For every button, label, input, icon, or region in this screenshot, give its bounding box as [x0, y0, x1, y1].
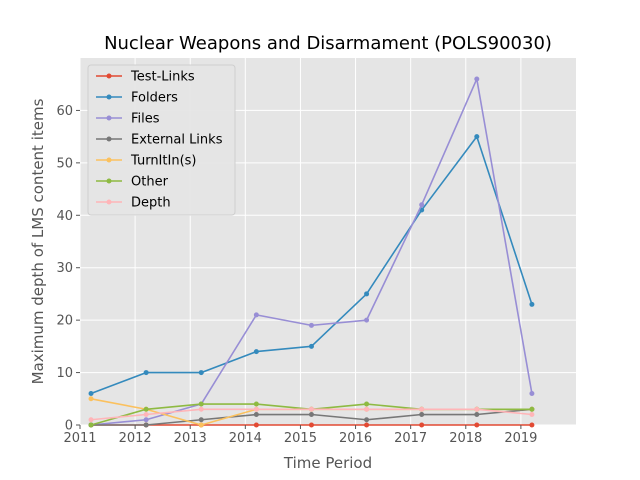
y-tick-label: 40	[56, 209, 73, 224]
data-point-folders	[364, 291, 370, 297]
chart-title: Nuclear Weapons and Disarmament (POLS900…	[104, 33, 552, 54]
data-point-folders	[308, 343, 314, 349]
data-point-depth	[364, 406, 370, 412]
data-point-folders	[198, 370, 204, 376]
data-point-turnitin-s	[88, 396, 94, 402]
data-point-files	[474, 76, 480, 82]
data-point-other	[88, 422, 94, 428]
series-layer	[88, 76, 535, 428]
data-point-depth	[419, 406, 425, 412]
x-tick-label: 2017	[394, 431, 427, 446]
y-tick-label: 50	[56, 156, 73, 171]
data-point-turnitin-s	[198, 422, 204, 428]
legend-label-test-links: Test-Links	[130, 70, 195, 85]
data-point-external-links	[474, 412, 480, 418]
legend-label-turnitin-s: TurnItIn(s)	[130, 154, 196, 169]
data-point-test-links	[253, 422, 259, 428]
data-point-external-links	[308, 412, 314, 418]
data-point-depth	[143, 412, 149, 418]
data-point-other	[198, 401, 204, 407]
data-point-depth	[198, 406, 204, 412]
data-point-test-links	[474, 422, 480, 428]
data-point-external-links	[253, 412, 259, 418]
data-point-other	[364, 401, 370, 407]
data-point-files	[529, 391, 535, 397]
tick-labels: 2011 2012 2013 2014 2015 2016 2017 2018 2019 0 10 2…	[56, 104, 537, 446]
x-tick-label: 2016	[339, 431, 372, 446]
x-tick-label: 2018	[449, 431, 482, 446]
data-point-files	[253, 312, 259, 318]
y-tick-label: 20	[56, 314, 73, 329]
data-point-folders	[253, 349, 259, 355]
data-point-folders	[474, 134, 480, 140]
data-point-depth	[88, 417, 94, 423]
x-tick-label: 2015	[284, 431, 317, 446]
data-point-files	[364, 317, 370, 323]
legend-marker-depth	[106, 199, 112, 205]
y-tick-label: 10	[56, 366, 73, 381]
legend-marker-external-links	[106, 136, 112, 142]
data-point-test-links	[529, 422, 535, 428]
y-tick-label: 60	[56, 104, 73, 119]
legend-marker-folders	[106, 94, 112, 100]
data-point-depth	[529, 412, 535, 418]
x-axis-label: Time Period	[283, 454, 372, 472]
y-axis-label: Maximum depth of LMS content items	[29, 98, 47, 384]
data-point-external-links	[419, 412, 425, 418]
data-point-files	[308, 322, 314, 328]
x-tick-label: 2011	[63, 431, 96, 446]
y-tick-label: 0	[65, 419, 73, 434]
data-point-depth	[308, 406, 314, 412]
data-point-external-links	[143, 422, 149, 428]
legend-label-external-links: External Links	[131, 133, 223, 148]
data-point-folders	[88, 391, 94, 397]
x-tick-label: 2019	[504, 431, 537, 446]
legend-label-other: Other	[131, 175, 169, 190]
x-tick-label: 2012	[119, 431, 152, 446]
data-point-folders	[143, 370, 149, 376]
data-point-external-links	[198, 417, 204, 423]
data-point-other	[253, 401, 259, 407]
data-point-external-links	[364, 417, 370, 423]
data-point-files	[143, 417, 149, 423]
data-point-folders	[529, 301, 535, 307]
legend-marker-turnitin-s	[106, 157, 112, 163]
data-point-files	[419, 202, 425, 208]
data-point-test-links	[364, 422, 370, 428]
series-depth	[88, 406, 535, 423]
legend-marker-other	[106, 178, 112, 184]
legend-marker-files	[106, 115, 112, 121]
data-point-depth	[474, 406, 480, 412]
legend-label-depth: Depth	[131, 196, 171, 211]
legend-marker-test-links	[106, 73, 112, 79]
data-point-test-links	[419, 422, 425, 428]
x-tick-label: 2013	[174, 431, 207, 446]
x-tick-label: 2014	[229, 431, 262, 446]
legend-label-folders: Folders	[131, 91, 178, 106]
data-point-test-links	[308, 422, 314, 428]
series-folders	[88, 134, 535, 397]
data-point-depth	[253, 406, 259, 412]
legend: Test-Links Folders Files External Links Turn…	[87, 64, 236, 216]
legend-box	[87, 64, 236, 216]
y-tick-label: 30	[56, 261, 73, 276]
data-point-other	[529, 406, 535, 412]
legend-label-files: Files	[131, 112, 160, 127]
data-point-other	[143, 406, 149, 412]
